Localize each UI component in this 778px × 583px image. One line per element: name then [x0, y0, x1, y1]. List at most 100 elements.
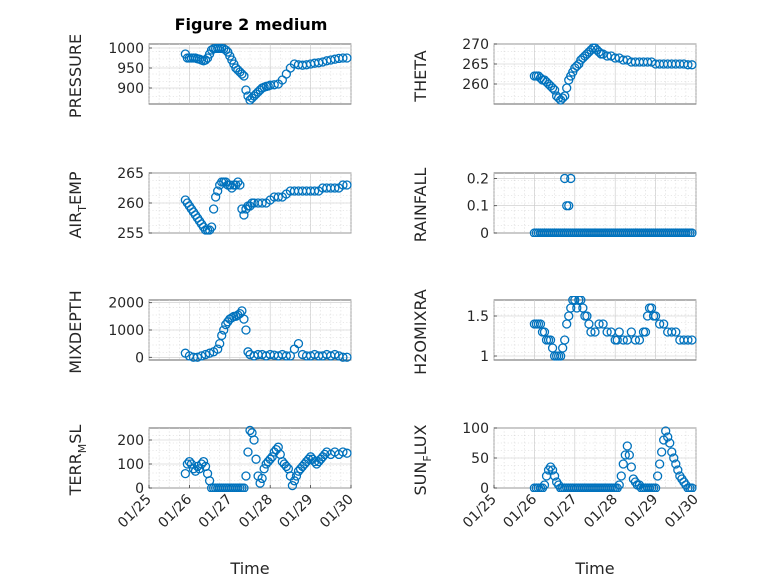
axes-air_temp: 255 260 265 AIRTEMP [66, 166, 352, 242]
data-point [330, 183, 340, 193]
data-point [217, 330, 227, 341]
data-point [590, 327, 600, 337]
data-point [342, 352, 352, 362]
data-point [547, 465, 558, 475]
data-point [665, 438, 675, 448]
data-point [616, 471, 626, 481]
data-point [673, 465, 683, 475]
y-tick-label: 0.1 [467, 199, 489, 215]
data-point [303, 454, 314, 464]
data-point [683, 335, 693, 345]
data-series [180, 43, 352, 105]
axes-rainfall: 0 0.1 0.2 RAINFALL [411, 168, 697, 243]
data-point [241, 325, 251, 335]
data-point [598, 319, 608, 329]
y-tick-label: 255 [117, 226, 144, 242]
data-point [198, 456, 209, 467]
x-tick-label: 01/27 [196, 492, 236, 532]
y-tick-label: 1000 [108, 41, 144, 57]
axes-mixdepth: 0 1000 2000 MIXDEPTH [66, 290, 352, 374]
y-tick-label: 1 [480, 349, 489, 365]
data-point [618, 459, 628, 469]
data-point [291, 471, 302, 481]
data-point [618, 335, 628, 345]
data-point [219, 325, 229, 335]
data-point [309, 186, 320, 196]
y-axis-label: AIRTEMP [66, 171, 89, 238]
data-point [269, 80, 279, 90]
data-point [640, 327, 651, 337]
y-tick-label: 0 [480, 481, 489, 497]
data-point [338, 180, 348, 190]
data-point [241, 85, 251, 95]
x-tick-label: 01/28 [236, 492, 276, 532]
figure-title: Figure 2 medium [175, 15, 328, 34]
y-tick-label: 100 [462, 421, 489, 437]
data-point [208, 204, 219, 214]
data-point [182, 459, 193, 469]
x-tick-label: 01/26 [500, 491, 540, 531]
data-point [650, 483, 661, 492]
data-point [192, 352, 203, 362]
data-point [657, 447, 667, 457]
data-point [287, 480, 298, 491]
data-point [281, 461, 292, 472]
data-series [529, 296, 697, 361]
data-point [547, 83, 558, 93]
data-point [213, 344, 223, 354]
data-point [669, 453, 679, 463]
data-point [338, 53, 348, 63]
x-tick-label: 01/29 [277, 492, 317, 532]
data-point [255, 478, 265, 488]
y-tick-label: 1000 [108, 323, 144, 339]
data-point [235, 180, 245, 190]
data-series [529, 43, 697, 105]
data-series [529, 426, 697, 492]
data-point [289, 476, 300, 486]
data-point [654, 319, 665, 329]
y-tick-label: 200 [117, 433, 144, 449]
data-point [243, 447, 253, 457]
y-tick-label: 260 [462, 77, 489, 93]
axes-h2omixra: 1 1.5 H2OMIXRA [411, 289, 697, 375]
data-point [267, 452, 277, 462]
data-point [671, 459, 681, 469]
data-point [549, 471, 560, 481]
y-tick-label: 50 [471, 451, 489, 467]
data-point [239, 483, 249, 492]
data-point [564, 201, 574, 211]
data-point [687, 228, 697, 237]
data-point [687, 335, 697, 345]
y-tick-label: 2000 [108, 296, 144, 312]
y-axis-label: RAINFALL [411, 168, 430, 243]
data-point [667, 327, 677, 337]
data-point [211, 192, 221, 202]
data-point [566, 173, 576, 184]
x-tick-label: 01/28 [581, 492, 621, 532]
data-point [586, 327, 596, 337]
data-point [241, 471, 251, 481]
x-tick-label: 01/29 [622, 492, 662, 532]
data-point [186, 459, 197, 469]
y-axis-label: SUNFLUX [411, 424, 434, 495]
data-point [624, 450, 634, 460]
axes-sun_flux: 0 50 100 01/25 01/26 01/27 01/28 01/29 01/30 Time… [411, 421, 702, 578]
x-tick-label: 01/26 [155, 491, 195, 531]
data-point [626, 462, 637, 472]
data-point [663, 432, 673, 442]
y-axis-label: PRESSURE [66, 34, 85, 118]
data-point [549, 85, 560, 95]
data-point [259, 464, 269, 474]
x-axis-label: Time [574, 559, 614, 578]
y-tick-label: 1.5 [467, 309, 489, 325]
data-point [659, 319, 669, 329]
data-series [529, 173, 697, 237]
data-point [204, 348, 215, 358]
axes-terr_msl: 0 100 200 01/25 01/26 01/27 01/28 01/29 01/30 Tim… [66, 425, 357, 578]
data-point [180, 468, 191, 479]
y-tick-label: 950 [117, 61, 144, 77]
data-point [227, 313, 237, 323]
data-point [667, 447, 677, 457]
